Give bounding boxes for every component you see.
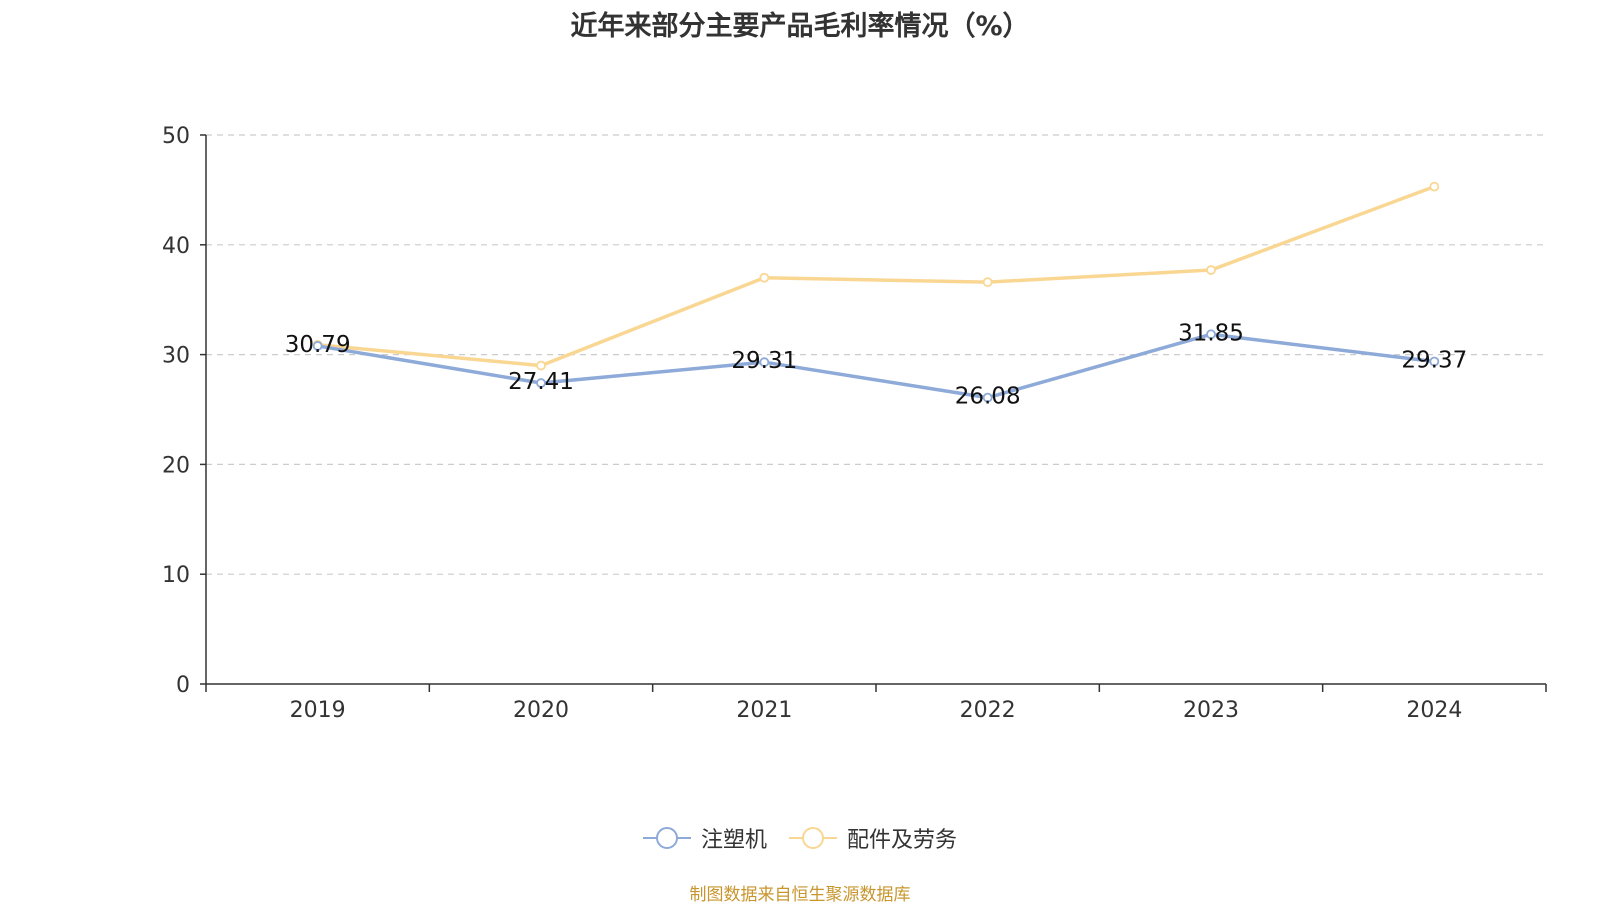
data-point-series2-2021 bbox=[759, 272, 770, 283]
legend-label-series2: 配件及劳务 bbox=[847, 828, 958, 853]
data-point-series1-2023 bbox=[1206, 329, 1216, 340]
y-tick-label-0: 0 bbox=[176, 673, 190, 698]
data-point-series2-2024 bbox=[1429, 181, 1440, 192]
x-tick-label-2021: 2021 bbox=[736, 698, 792, 723]
y-tick-label-10: 10 bbox=[162, 563, 190, 588]
data-point-series1-2024 bbox=[1429, 356, 1440, 367]
data-point-series1-2019 bbox=[312, 341, 323, 351]
legend: 注塑机 配件及劳务 bbox=[0, 822, 1600, 854]
source-note: 制图数据来自恒生聚源数据库 bbox=[689, 885, 911, 905]
data-label-2023: 31.85 bbox=[1178, 320, 1244, 346]
data-point-series1-2021 bbox=[759, 357, 770, 368]
series-line-2 bbox=[317, 184, 1435, 368]
data-point-series1-2022 bbox=[982, 392, 993, 403]
series-line-1 bbox=[317, 332, 1435, 400]
x-tick-label-2022: 2022 bbox=[960, 698, 1016, 723]
data-point-series2-2023 bbox=[1206, 265, 1216, 275]
data-label-2022: 26.08 bbox=[955, 384, 1021, 410]
data-label-2021: 29.31 bbox=[731, 348, 797, 374]
legend-marker-series2-icon bbox=[789, 826, 837, 850]
data-label-2024: 29.37 bbox=[1401, 348, 1467, 374]
legend-item-series2[interactable]: 配件及劳务 bbox=[789, 822, 957, 854]
data-point-series2-2020 bbox=[536, 360, 546, 371]
legend-label-series1: 注塑机 bbox=[700, 828, 767, 853]
legend-item-series1[interactable]: 注塑机 bbox=[642, 822, 767, 854]
chart-title: 近年来部分主要产品毛利率情况（%） bbox=[570, 11, 1030, 42]
x-tick-label-2024: 2024 bbox=[1406, 698, 1462, 723]
data-label-2019: 30.79 bbox=[285, 332, 351, 358]
x-tick-label-2023: 2023 bbox=[1183, 698, 1239, 723]
legend-marker-series1-icon bbox=[642, 826, 691, 850]
x-tick-label-2020: 2020 bbox=[513, 698, 569, 723]
data-point-series2-2022 bbox=[982, 277, 993, 288]
y-tick-label-40: 40 bbox=[162, 234, 190, 259]
y-tick-label-50: 50 bbox=[162, 124, 190, 149]
y-tick-label-20: 20 bbox=[162, 453, 190, 478]
data-point-series1-2020 bbox=[536, 378, 546, 388]
y-tick-label-30: 30 bbox=[162, 344, 190, 369]
x-tick-label-2019: 2019 bbox=[290, 698, 346, 723]
data-label-2020: 27.41 bbox=[508, 369, 574, 395]
